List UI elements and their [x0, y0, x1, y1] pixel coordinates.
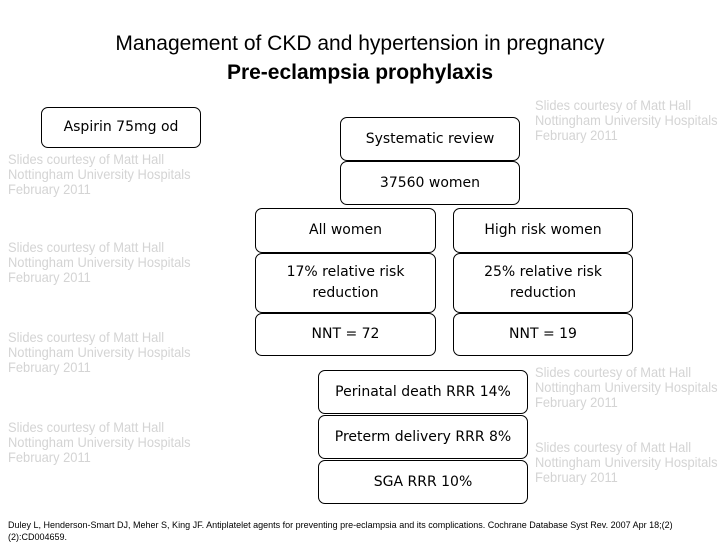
all-women-nnt-box: NNT = 72	[255, 313, 436, 356]
watermark-text: Slides courtesy of Matt Hall Nottingham …	[535, 364, 718, 410]
watermark-text: Slides courtesy of Matt Hall Nottingham …	[535, 97, 718, 143]
watermark-text: Slides courtesy of Matt Hall Nottingham …	[535, 439, 718, 485]
high-risk-women-box: High risk women	[453, 208, 633, 253]
preterm-delivery-box: Preterm delivery RRR 8%	[318, 415, 528, 459]
watermark-text: Slides courtesy of Matt Hall Nottingham …	[8, 151, 191, 197]
citation: Duley L, Henderson-Smart DJ, Meher S, Ki…	[8, 520, 673, 542]
women-count-box: 37560 women	[340, 161, 520, 205]
high-risk-nnt-box: NNT = 19	[453, 313, 633, 356]
all-women-box: All women	[255, 208, 436, 253]
watermark-text: Slides courtesy of Matt Hall Nottingham …	[8, 329, 191, 375]
aspirin-box: Aspirin 75mg od	[41, 107, 201, 148]
slide-title: Management of CKD and hypertension in pr…	[115, 32, 605, 55]
systematic-review-box: Systematic review	[340, 117, 520, 161]
watermark-text: Slides courtesy of Matt Hall Nottingham …	[8, 239, 191, 285]
slide-subtitle: Pre-eclampsia prophylaxis	[226, 61, 494, 84]
watermark-text: Slides courtesy of Matt Hall Nottingham …	[8, 419, 191, 465]
sga-box: SGA RRR 10%	[318, 460, 528, 504]
all-women-rrr-box: 17% relative risk reduction	[255, 253, 436, 313]
high-risk-rrr-box: 25% relative risk reduction	[453, 253, 633, 313]
perinatal-death-box: Perinatal death RRR 14%	[318, 370, 528, 414]
